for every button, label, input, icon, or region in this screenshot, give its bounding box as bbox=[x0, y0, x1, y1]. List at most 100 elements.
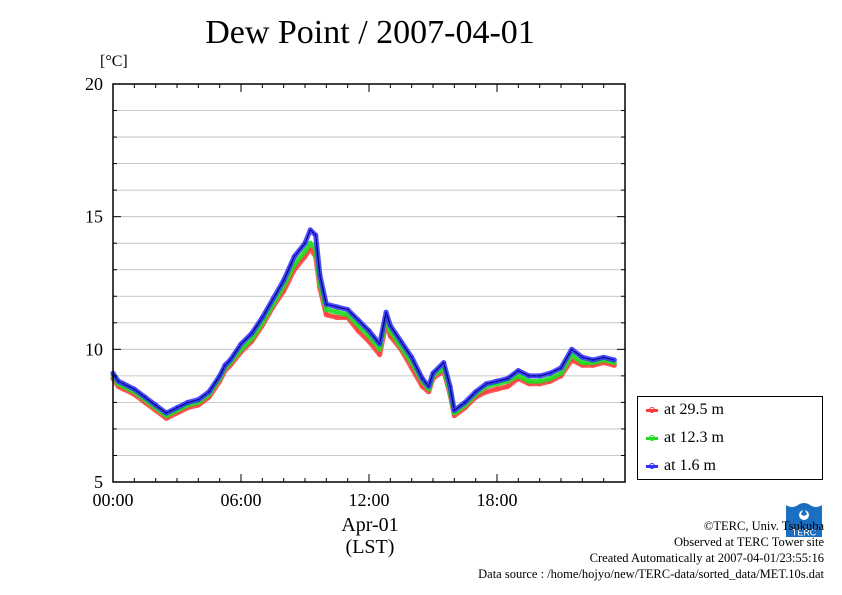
data-point bbox=[547, 376, 553, 381]
data-point bbox=[345, 307, 351, 312]
data-point bbox=[462, 399, 468, 405]
y-tick-label: 15 bbox=[85, 207, 103, 227]
series-line bbox=[112, 242, 615, 417]
data-point bbox=[590, 357, 596, 363]
data-point bbox=[441, 360, 447, 366]
data-point bbox=[430, 370, 436, 376]
data-point bbox=[515, 373, 521, 379]
data-point bbox=[473, 389, 479, 395]
data-point bbox=[526, 373, 532, 379]
data-point bbox=[227, 357, 233, 363]
data-point bbox=[387, 323, 393, 328]
data-point bbox=[334, 304, 340, 310]
legend-label: at 1.6 m bbox=[664, 457, 716, 474]
data-point bbox=[601, 354, 607, 360]
data-point bbox=[195, 397, 201, 403]
data-point bbox=[537, 378, 543, 384]
data-point bbox=[238, 341, 244, 347]
data-point bbox=[366, 328, 372, 334]
data-point bbox=[174, 405, 180, 411]
data-point bbox=[494, 378, 500, 384]
legend-item: at 29.5 m bbox=[646, 399, 724, 421]
legend-item: at 12.3 m bbox=[646, 427, 724, 449]
data-point bbox=[547, 370, 553, 376]
data-point bbox=[526, 378, 532, 384]
series-2 bbox=[110, 227, 617, 416]
legend-item: at 1.6 m bbox=[646, 455, 716, 477]
data-point bbox=[317, 272, 323, 278]
x-tick-label: 00:00 bbox=[92, 490, 133, 510]
legend-label: at 12.3 m bbox=[664, 429, 724, 446]
series-1 bbox=[110, 240, 617, 419]
series-line bbox=[112, 229, 615, 414]
data-point bbox=[334, 309, 340, 315]
legend: at 29.5 m at 12.3 m at 1.6 m bbox=[637, 396, 823, 480]
data-point bbox=[611, 357, 617, 363]
data-point bbox=[569, 346, 575, 352]
created-timestamp-text: Created Automatically at 2007-04-01/23:5… bbox=[589, 551, 824, 565]
data-point bbox=[291, 254, 297, 259]
data-point bbox=[281, 277, 287, 283]
data-point bbox=[163, 410, 169, 416]
data-point bbox=[419, 376, 425, 381]
data-point bbox=[142, 394, 148, 400]
data-point bbox=[377, 352, 383, 358]
data-point bbox=[383, 309, 389, 315]
data-point bbox=[515, 368, 521, 373]
data-point bbox=[558, 365, 564, 371]
data-point bbox=[217, 373, 223, 379]
tick-marks bbox=[112, 83, 626, 483]
y-tick-label: 10 bbox=[85, 339, 103, 359]
x-tick-label: 18:00 bbox=[476, 490, 517, 510]
data-point bbox=[323, 312, 329, 318]
data-point bbox=[505, 376, 511, 381]
x-tick-label: 06:00 bbox=[220, 490, 261, 510]
data-point bbox=[398, 338, 404, 344]
x-axis-timezone-label: (LST) bbox=[345, 536, 395, 558]
data-point bbox=[185, 399, 191, 405]
y-tick-label: 20 bbox=[85, 74, 103, 94]
series-layer bbox=[110, 227, 617, 421]
observation-site-text: Observed at TERC Tower site bbox=[673, 535, 824, 549]
copyright-text: ©TERC, Univ. Tsukuba bbox=[703, 519, 824, 533]
chart-title: Dew Point / 2007-04-01 bbox=[205, 14, 535, 51]
y-tick-labels: 5 10 15 20 bbox=[85, 74, 103, 492]
data-point bbox=[307, 240, 313, 246]
data-point bbox=[334, 315, 340, 320]
data-point bbox=[537, 373, 543, 379]
series-band bbox=[110, 240, 617, 419]
data-point bbox=[558, 370, 564, 376]
y-tick-label: 5 bbox=[94, 472, 103, 492]
data-point bbox=[579, 354, 585, 360]
data-point bbox=[579, 360, 585, 366]
data-point bbox=[377, 346, 383, 352]
data-source-text: Data source : /home/hojyo/new/TERC-data/… bbox=[478, 567, 824, 581]
x-tick-label: 12:00 bbox=[348, 490, 389, 510]
data-point bbox=[323, 307, 329, 312]
legend-marker-icon bbox=[646, 462, 658, 469]
terc-logo-icon: TERC bbox=[786, 503, 822, 537]
data-point bbox=[249, 331, 255, 336]
data-point bbox=[302, 240, 308, 246]
data-point bbox=[447, 384, 453, 389]
x-axis-date-label: Apr-01 bbox=[341, 514, 399, 536]
data-point bbox=[451, 407, 457, 413]
data-point bbox=[115, 378, 121, 384]
data-point bbox=[153, 402, 159, 408]
data-point bbox=[483, 381, 489, 387]
data-point bbox=[302, 248, 308, 254]
data-point bbox=[409, 354, 415, 360]
data-point bbox=[355, 317, 361, 323]
data-point bbox=[131, 386, 137, 392]
data-point bbox=[494, 386, 500, 392]
data-point bbox=[483, 389, 489, 395]
y-axis-unit: [°C] bbox=[100, 53, 128, 70]
legend-label: at 29.5 m bbox=[664, 401, 724, 418]
plot-frame bbox=[112, 83, 626, 483]
data-point bbox=[426, 384, 432, 389]
data-point bbox=[270, 296, 276, 302]
data-point bbox=[313, 232, 319, 238]
credits: ©TERC, Univ. Tsukuba Observed at TERC To… bbox=[478, 518, 824, 582]
legend-marker-icon bbox=[646, 406, 658, 413]
